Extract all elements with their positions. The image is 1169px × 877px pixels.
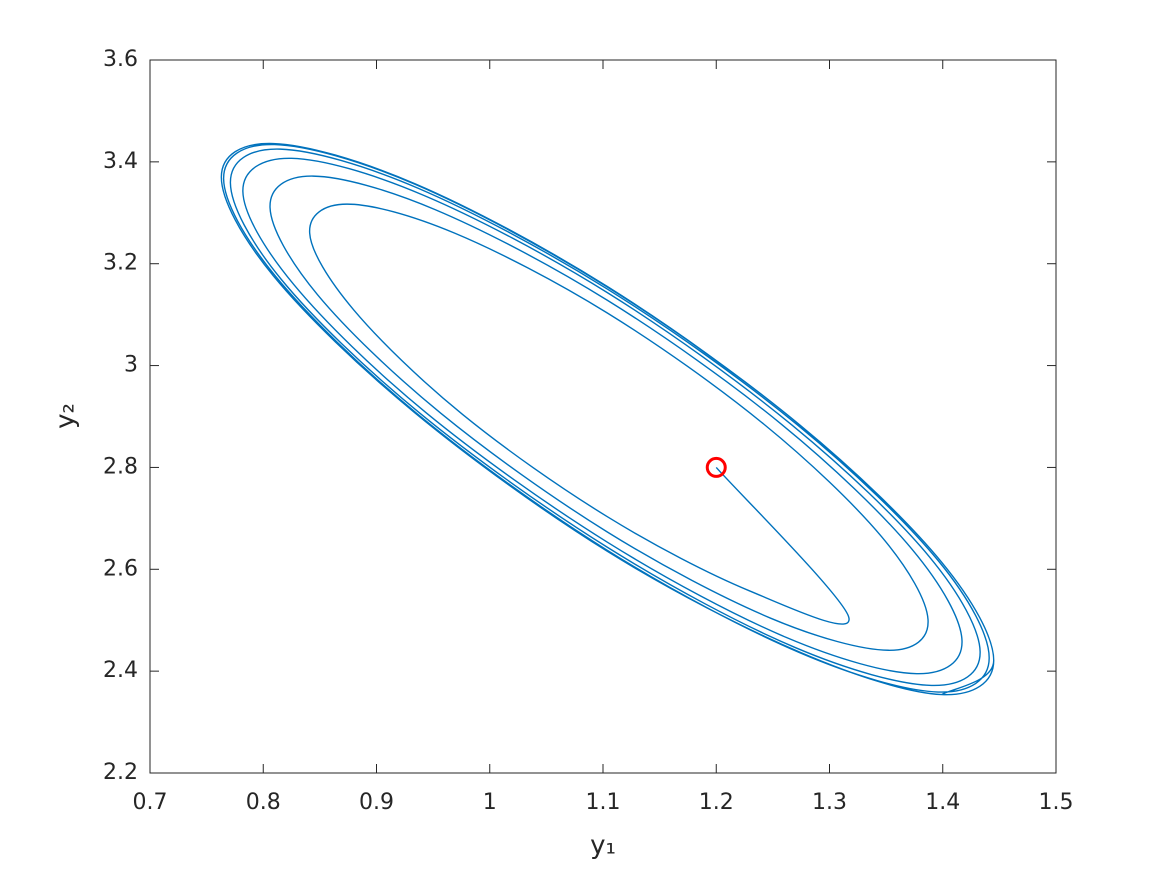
x-tick-label: 0.9	[359, 790, 394, 815]
y-tick-label: 2.4	[103, 658, 138, 683]
x-tick-label: 1.5	[1039, 790, 1074, 815]
y-tick-label: 3.2	[103, 251, 138, 276]
y-tick-label: 3	[124, 353, 138, 378]
y-tick-label: 2.6	[103, 556, 138, 581]
marker	[705, 456, 727, 478]
axes-box	[149, 59, 1057, 774]
trajectory	[220, 142, 995, 696]
x-tick-label: 1	[483, 790, 497, 815]
y-tick-label: 2.2	[103, 760, 138, 785]
x-tick-label: 0.8	[246, 790, 281, 815]
x-tick-label: 0.7	[133, 790, 168, 815]
x-tick-label: 1.4	[925, 790, 960, 815]
y-axis-label: y₂	[51, 403, 81, 429]
y-tick-label: 3.4	[103, 149, 138, 174]
x-tick-label: 1.1	[586, 790, 621, 815]
x-tick-label: 1.3	[812, 790, 847, 815]
x-axis-label: y₁	[590, 831, 616, 861]
y-tick-label: 2.8	[103, 454, 138, 479]
y-tick-label: 3.6	[103, 47, 138, 72]
x-tick-label: 1.2	[699, 790, 734, 815]
